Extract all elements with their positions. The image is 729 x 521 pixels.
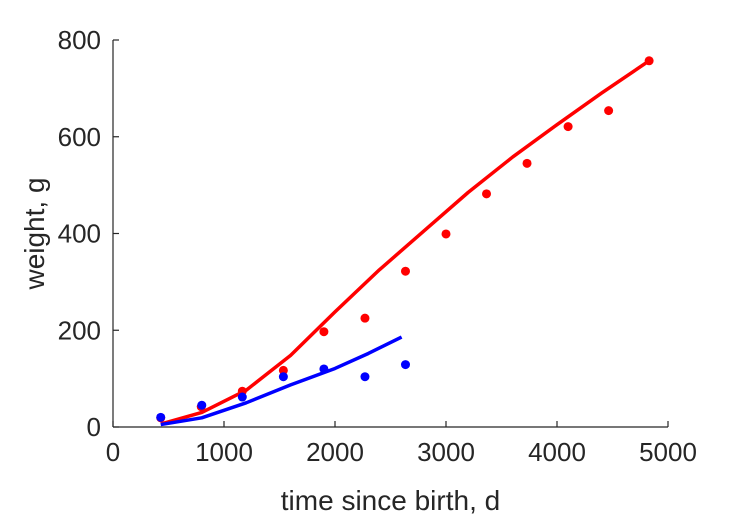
data-point bbox=[400, 360, 410, 370]
y-axis-ticks: 0 200 400 600 800 bbox=[58, 25, 119, 442]
data-point bbox=[482, 189, 492, 199]
data-point bbox=[278, 365, 288, 375]
x-tick-label: 2000 bbox=[306, 437, 364, 467]
x-axis-ticks: 0 1000 2000 3000 4000 5000 bbox=[106, 421, 697, 467]
x-axis-label: time since birth, d bbox=[281, 485, 500, 516]
x-tick-label: 4000 bbox=[528, 437, 586, 467]
data-point bbox=[644, 56, 654, 66]
x-tick-label: 3000 bbox=[417, 437, 475, 467]
y-tick-label: 600 bbox=[58, 122, 101, 152]
data-point bbox=[522, 158, 532, 168]
x-tick-label: 5000 bbox=[639, 437, 697, 467]
data-point bbox=[563, 122, 573, 132]
data-point bbox=[400, 266, 410, 276]
data-point bbox=[604, 106, 614, 116]
data-point bbox=[360, 313, 370, 323]
y-tick-label: 0 bbox=[87, 412, 101, 442]
data-point bbox=[319, 327, 329, 337]
y-tick-label: 800 bbox=[58, 25, 101, 55]
data-point bbox=[360, 372, 370, 382]
x-tick-label: 1000 bbox=[195, 437, 253, 467]
series-line bbox=[160, 335, 403, 427]
plot-marks bbox=[156, 56, 654, 427]
y-tick-label: 400 bbox=[58, 219, 101, 249]
y-axis-label: weight, g bbox=[19, 177, 50, 290]
data-point bbox=[278, 372, 288, 382]
y-tick-label: 200 bbox=[58, 315, 101, 345]
data-point bbox=[319, 364, 329, 374]
series-line bbox=[160, 59, 651, 426]
data-point bbox=[197, 400, 207, 410]
data-point bbox=[237, 392, 247, 402]
data-point bbox=[441, 229, 451, 239]
x-tick-label: 0 bbox=[106, 437, 120, 467]
data-point bbox=[156, 412, 166, 422]
